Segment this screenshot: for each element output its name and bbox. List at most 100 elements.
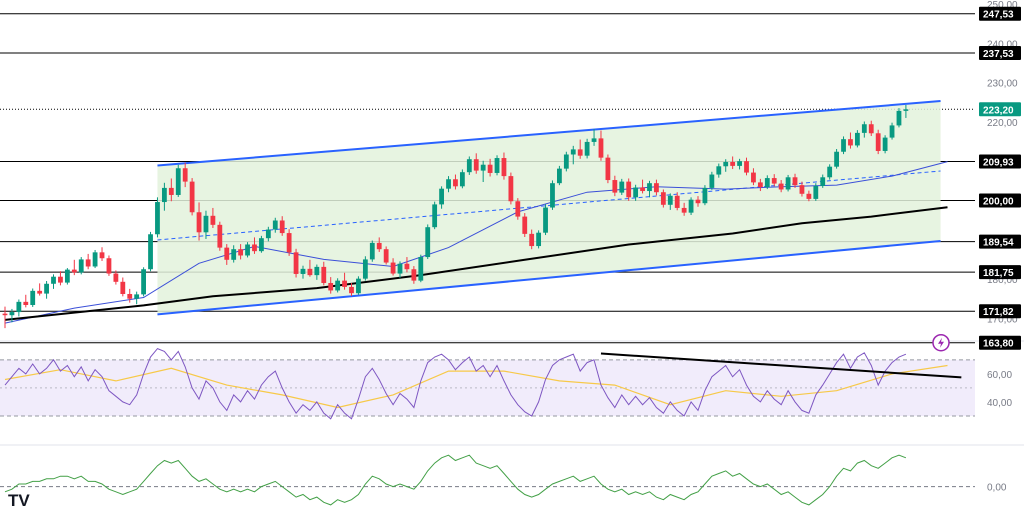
- candle-body: [71, 269, 77, 273]
- candle-body: [896, 110, 902, 126]
- candle-body: [522, 216, 528, 234]
- price-tick-label: 230,00: [987, 79, 1018, 90]
- price-tick-label: 180,00: [987, 275, 1018, 286]
- rsi-line: [4, 347, 907, 420]
- candle-body: [446, 179, 451, 189]
- candle-body: [37, 290, 43, 294]
- candle-body: [813, 185, 819, 199]
- candle-body: [106, 258, 112, 274]
- candle-body: [342, 280, 347, 287]
- candlestick-series: [2, 104, 909, 329]
- candle-body: [709, 174, 715, 188]
- candle-body: [570, 149, 576, 155]
- candle-body: [9, 312, 15, 316]
- candle-body: [674, 195, 680, 208]
- candle-body: [155, 202, 160, 235]
- candle-body: [681, 207, 687, 213]
- candle-body: [2, 313, 8, 316]
- level-price-label: 163,80: [983, 339, 1014, 350]
- price-axis[interactable]: 250,00240,00230,00220,00210,00200,00190,…: [979, 0, 1021, 350]
- ascending-channel[interactable]: [157, 100, 941, 316]
- candle-body: [265, 229, 271, 239]
- candle-body: [203, 215, 209, 233]
- candle-body: [667, 195, 673, 205]
- candle-body: [217, 224, 223, 248]
- candle-body: [376, 242, 382, 250]
- candle-body: [550, 183, 555, 208]
- candle-body: [778, 183, 784, 190]
- candle-body: [764, 178, 770, 188]
- candle-body: [321, 266, 327, 283]
- level-price-badge: [979, 304, 1021, 319]
- candle-body: [584, 141, 590, 156]
- candle-body: [279, 220, 285, 234]
- candle-body: [369, 242, 375, 260]
- ma-long-line: [4, 206, 948, 321]
- candle-body: [92, 252, 98, 267]
- candle-body: [612, 180, 618, 193]
- candle-body: [161, 187, 167, 203]
- candle-body: [501, 158, 507, 177]
- candle-body: [439, 188, 444, 205]
- candle-body: [148, 234, 153, 270]
- candle-body: [466, 159, 472, 173]
- alert-marker[interactable]: [932, 333, 950, 352]
- candle-body: [120, 281, 126, 294]
- rsi-trendline: [600, 352, 962, 379]
- candle-body: [480, 164, 486, 171]
- candle-body: [51, 276, 56, 284]
- level-price-label: 189,54: [983, 238, 1014, 249]
- current-price-label: 223,20: [983, 105, 1014, 116]
- rsi-tick-label: 60,00: [987, 370, 1012, 381]
- candle-body: [300, 268, 306, 274]
- candle-body: [605, 157, 611, 181]
- candle-body: [85, 259, 91, 267]
- candle-body: [529, 233, 535, 247]
- candle-body: [141, 269, 146, 295]
- candle-body: [806, 193, 812, 199]
- level-price-badge: [979, 193, 1021, 208]
- candle-body: [723, 161, 729, 167]
- candle-body: [411, 269, 417, 281]
- candle-body: [432, 204, 438, 228]
- level-price-badge: [979, 154, 1021, 169]
- candle-body: [688, 199, 694, 213]
- candle-body: [640, 187, 645, 192]
- candle-body: [730, 161, 736, 166]
- candle-body: [515, 201, 521, 217]
- momentum-axis[interactable]: 0,00: [987, 483, 1007, 494]
- candle-body: [771, 178, 777, 184]
- rsi-axis[interactable]: 60,00 40,00: [987, 370, 1012, 409]
- candle-body: [903, 109, 909, 111]
- candle-body: [418, 257, 424, 281]
- candle-body: [744, 161, 749, 173]
- candle-body: [716, 166, 722, 175]
- momentum-pane: [0, 454, 975, 506]
- candle-body: [397, 263, 403, 274]
- tradingview-logo: TV: [8, 491, 30, 510]
- candle-body: [654, 183, 659, 193]
- momentum-line: [4, 454, 907, 506]
- candle-body: [335, 280, 341, 291]
- candle-body: [231, 249, 237, 260]
- level-price-badge: [979, 6, 1021, 21]
- candle-body: [820, 177, 826, 186]
- level-price-label: 171,82: [983, 307, 1014, 318]
- candle-body: [189, 181, 195, 213]
- candle-body: [563, 154, 569, 169]
- candle-body: [494, 158, 500, 173]
- candle-body: [459, 172, 465, 187]
- candle-body: [792, 177, 798, 186]
- candle-body: [834, 151, 839, 167]
- level-price-badge: [979, 265, 1021, 280]
- candle-body: [44, 283, 49, 294]
- candle-body: [695, 199, 701, 204]
- price-pane-background: [0, 340, 1024, 446]
- candle-body: [543, 207, 548, 233]
- candle-body: [841, 139, 846, 152]
- candle-body: [196, 212, 202, 233]
- price-tick-label: 240,00: [987, 39, 1018, 50]
- candle-body: [508, 176, 514, 202]
